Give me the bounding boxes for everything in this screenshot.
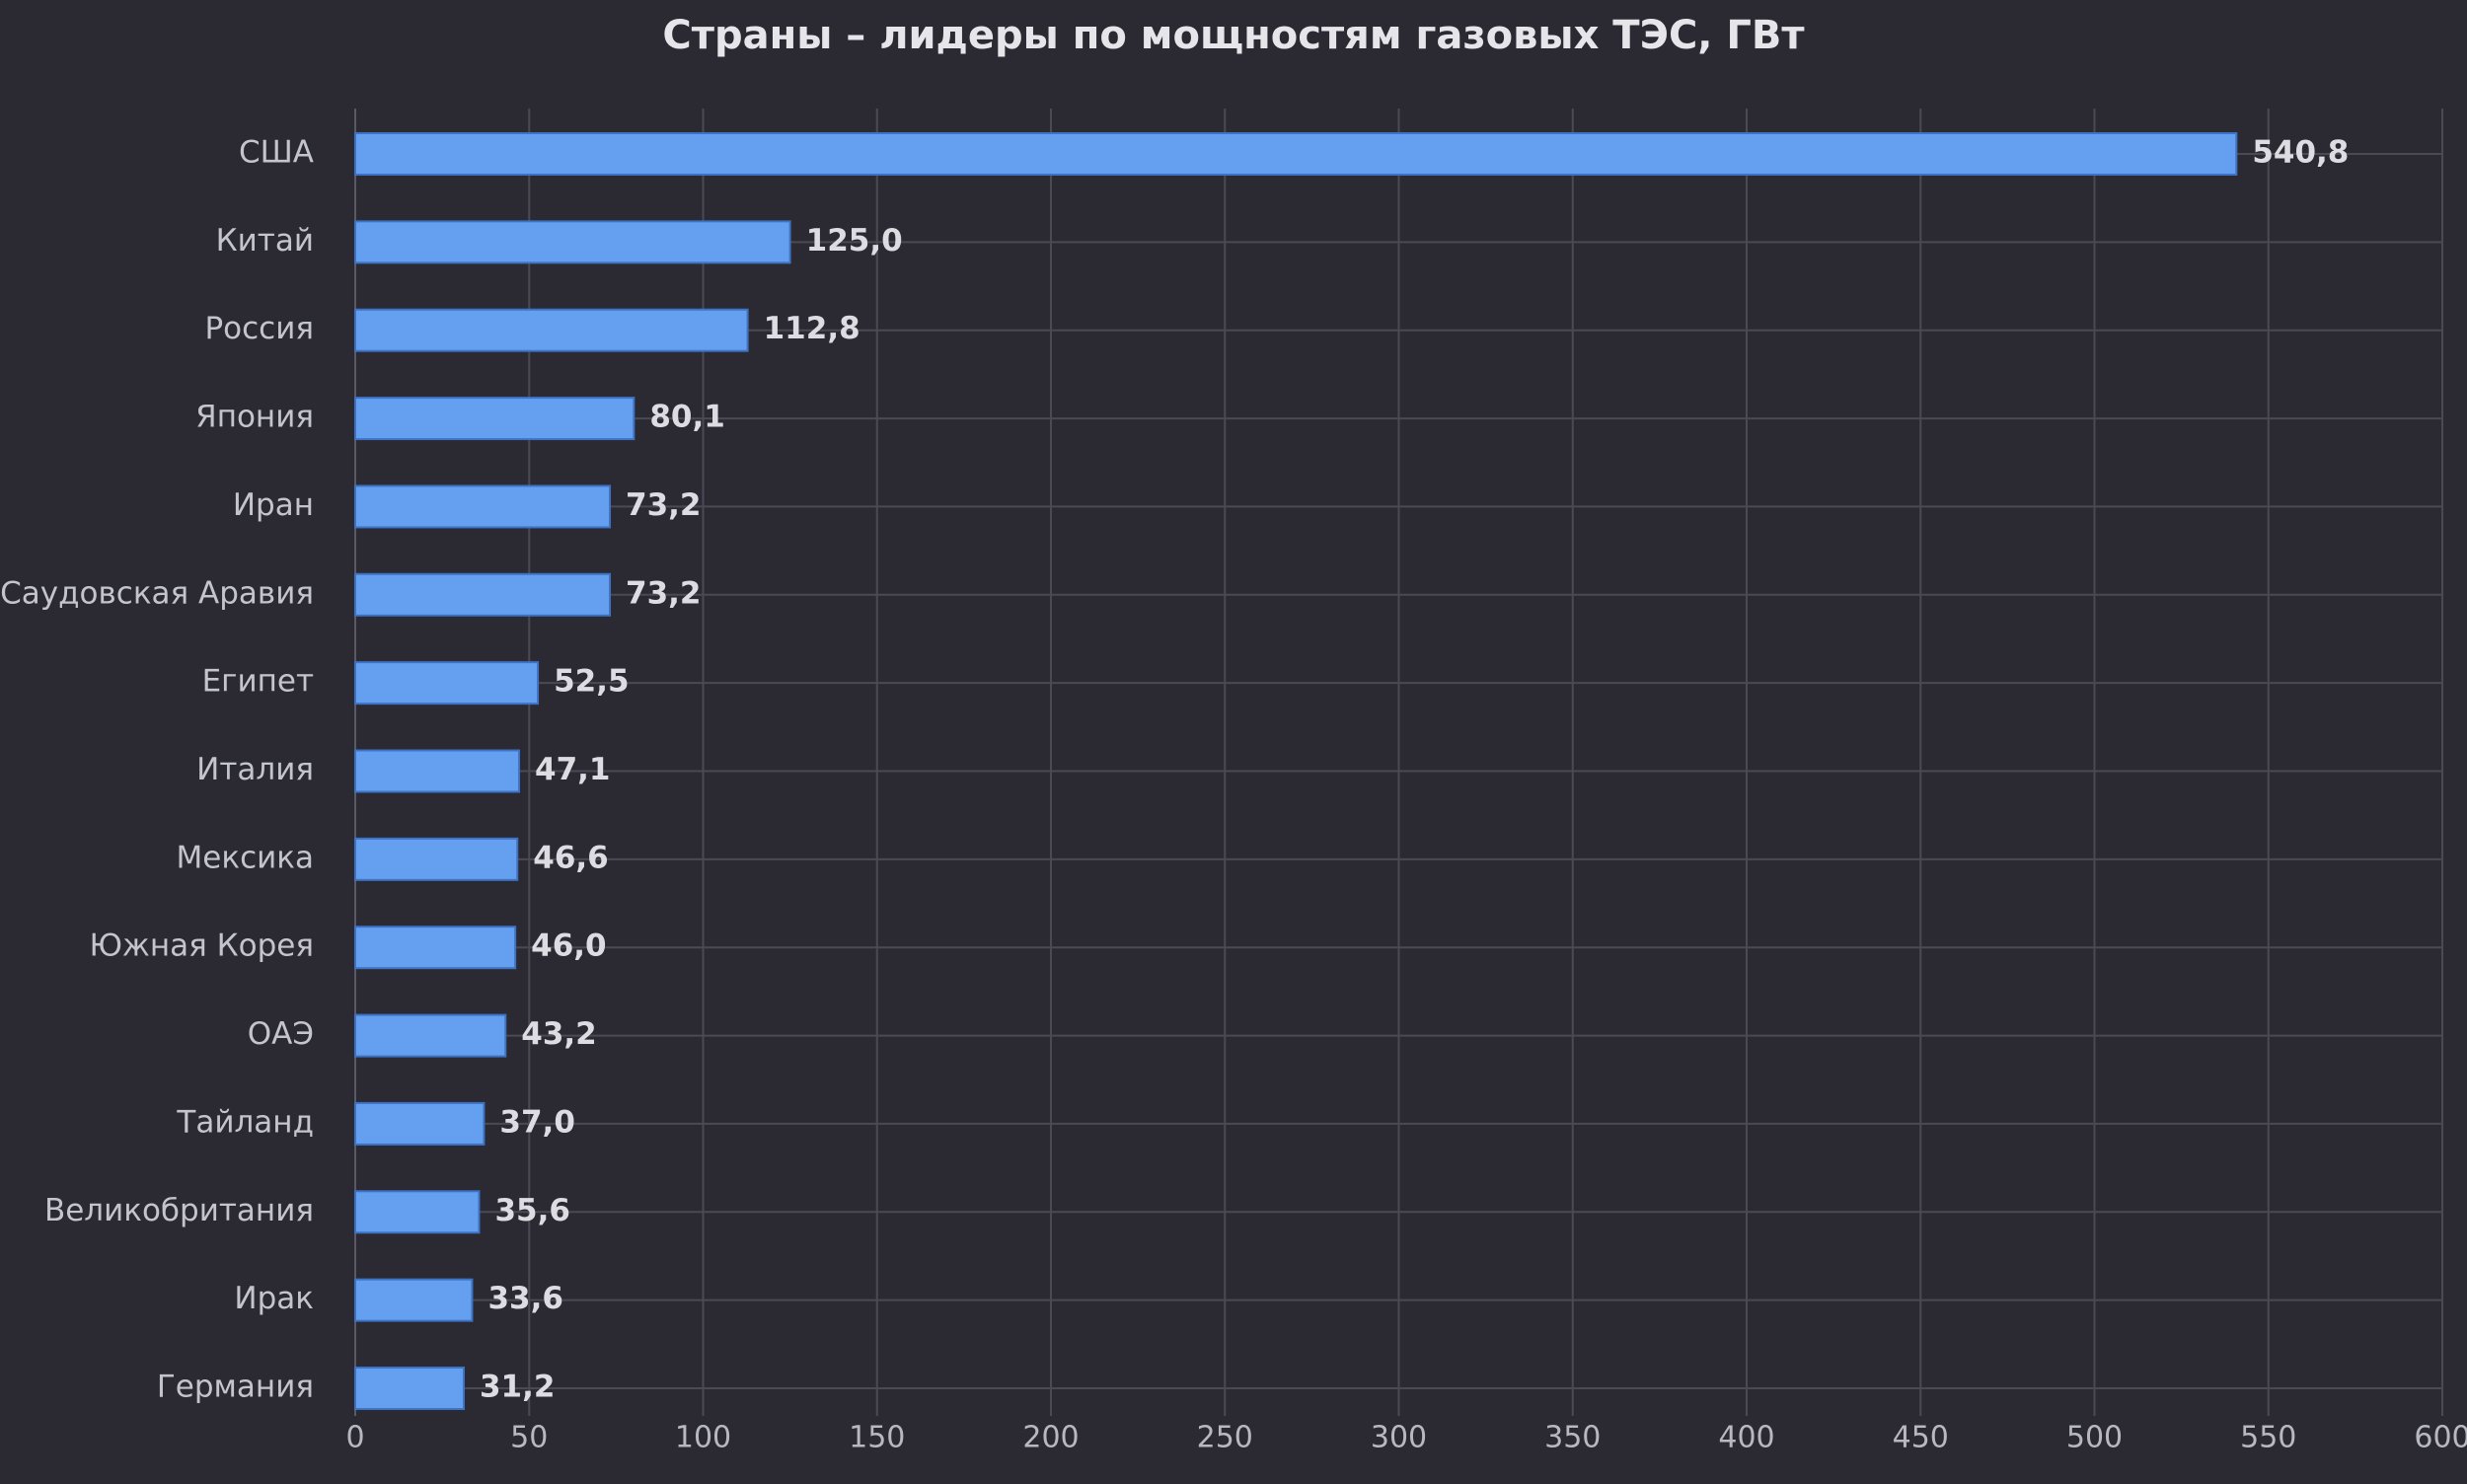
- data-label: 52,5: [554, 664, 630, 700]
- bar: [354, 661, 540, 705]
- data-label: 73,2: [626, 487, 702, 523]
- category-label: Россия: [204, 311, 314, 346]
- bar: [354, 397, 635, 441]
- bar: [354, 484, 612, 529]
- category-label: ОАЭ: [248, 1016, 314, 1052]
- bar: [354, 308, 749, 352]
- bar: [354, 1101, 486, 1146]
- data-label: 80,1: [649, 400, 725, 435]
- x-tick-label: 400: [1718, 1421, 1774, 1455]
- category-label: Иран: [233, 487, 314, 523]
- bar: [354, 572, 612, 617]
- category-label: Германия: [157, 1370, 314, 1405]
- data-label: 125,0: [806, 223, 903, 259]
- labels: 0 50 100 150 200 250 300 350 400 450 500 550 600 США 5…: [0, 135, 2467, 1455]
- data-label: 112,8: [764, 311, 860, 346]
- x-tick-label: 0: [345, 1421, 364, 1455]
- data-label: 43,2: [521, 1016, 597, 1052]
- category-label: Ирак: [234, 1281, 314, 1316]
- category-label: Египет: [202, 664, 314, 700]
- category-label: Мексика: [177, 840, 314, 875]
- category-label: Саудовская Аравия: [0, 575, 314, 611]
- bar: [354, 1013, 507, 1058]
- bar: [354, 132, 2238, 176]
- bar: [354, 837, 519, 881]
- x-tick-label: 600: [2414, 1421, 2467, 1455]
- x-tick-label: 500: [2066, 1421, 2123, 1455]
- x-tick-label: 100: [675, 1421, 731, 1455]
- bar: [354, 926, 517, 970]
- data-label: 35,6: [494, 1193, 570, 1228]
- bar: [354, 749, 521, 793]
- bar: [354, 1278, 474, 1322]
- x-tick-label: 200: [1022, 1421, 1079, 1455]
- bar: [354, 1190, 481, 1234]
- x-tick-label: 250: [1197, 1421, 1253, 1455]
- x-tick-label: 350: [1544, 1421, 1601, 1455]
- data-label: 73,2: [626, 575, 702, 611]
- x-tick-label: 300: [1371, 1421, 1427, 1455]
- category-label: Великобритания: [44, 1193, 314, 1228]
- category-label: США: [239, 135, 314, 171]
- category-label: Япония: [195, 400, 314, 435]
- data-label: 31,2: [480, 1370, 555, 1405]
- data-label: 33,6: [487, 1281, 563, 1316]
- data-label: 46,6: [533, 840, 609, 875]
- x-tick-label: 550: [2240, 1421, 2296, 1455]
- chart-title: Страны – лидеры по мощностям газовых ТЭС…: [662, 13, 1805, 58]
- data-label: 540,8: [2252, 135, 2349, 171]
- x-tick-label: 150: [849, 1421, 905, 1455]
- x-tick-label: 450: [1893, 1421, 1949, 1455]
- category-label: Южная Корея: [89, 928, 314, 964]
- data-label: 46,0: [531, 928, 607, 964]
- bar: [354, 220, 791, 264]
- category-label: Китай: [216, 223, 314, 259]
- grid-lines: [354, 109, 2443, 1416]
- bar: [354, 1367, 465, 1410]
- data-label: 47,1: [535, 752, 611, 787]
- category-label: Тайланд: [176, 1104, 314, 1140]
- category-label: Италия: [196, 752, 314, 787]
- x-tick-label: 50: [510, 1421, 548, 1455]
- data-label: 37,0: [499, 1104, 575, 1140]
- bars: [354, 132, 2238, 1410]
